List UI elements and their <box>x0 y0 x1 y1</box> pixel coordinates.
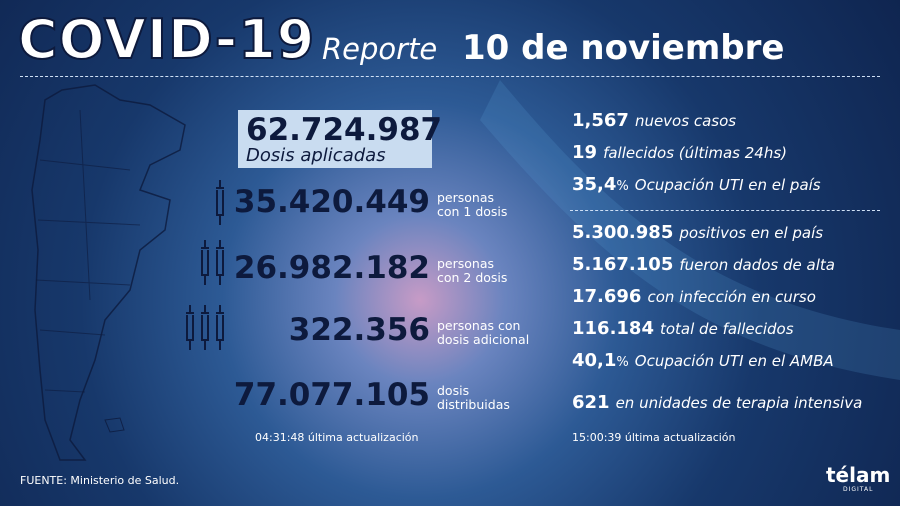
logo: télam <box>826 463 891 487</box>
label: última actualización <box>307 431 419 444</box>
stat-label: nuevos casos <box>634 112 737 130</box>
dose-value: 322.356 <box>288 312 430 348</box>
logo-sub: DIGITAL <box>843 486 874 493</box>
stat-value: 17.696 <box>572 286 642 307</box>
subtitle-date: 10 de noviembre <box>462 28 785 68</box>
stat-label: Ocupación UTI en el país <box>634 176 821 194</box>
map <box>31 84 186 461</box>
stat-row: 5.167.105 fueron dados de alta <box>572 254 835 275</box>
dose-label: personas <box>437 256 495 271</box>
stat-label: fueron dados de alta <box>679 256 835 274</box>
stat-value: 40,1 <box>572 350 617 371</box>
cases-update: 15:00:39 última actualización <box>572 431 736 444</box>
divider <box>570 210 880 211</box>
stat-unit: % <box>616 355 629 370</box>
stat-label: positivos en el país <box>679 224 824 242</box>
stat-value: 5.167.105 <box>572 254 674 275</box>
title: COVID-19 <box>17 7 316 72</box>
dose-label: personas con <box>437 318 521 333</box>
time: 15:00:39 <box>572 431 622 444</box>
subtitle-prefix: Reporte <box>322 32 438 66</box>
time: 04:31:48 <box>255 431 305 444</box>
map-borders <box>35 109 141 393</box>
vax-update: 04:31:48 última actualización <box>255 431 419 444</box>
label: última actualización <box>624 431 736 444</box>
stat-value: 1,567 <box>572 110 629 131</box>
divider <box>20 76 880 77</box>
stat-label: con infección en curso <box>647 288 816 306</box>
source: FUENTE: Ministerio de Salud. <box>20 474 180 487</box>
wave <box>480 80 900 380</box>
stat-row: 5.300.985 positivos en el país <box>572 222 823 243</box>
dose-label: dosis <box>437 383 470 398</box>
stat-value: 621 <box>572 392 610 413</box>
stat-label: total de fallecidos <box>659 320 794 338</box>
total-box: 62.724.987 Dosis aplicadas <box>238 110 442 168</box>
stat-row: 40,1% Ocupación UTI en el AMBA <box>572 350 834 371</box>
stat-row: 19 fallecidos (últimas 24hs) <box>572 142 787 163</box>
stat-label: fallecidos (últimas 24hs) <box>603 144 788 162</box>
stat-value: 5.300.985 <box>572 222 674 243</box>
stat-row: 621 en unidades de terapia intensiva <box>572 392 862 413</box>
dose-label: con 2 dosis <box>437 270 508 285</box>
dose-value: 35.420.449 <box>233 184 430 220</box>
dose-label: distribuidas <box>437 397 510 412</box>
dose-value: 26.982.182 <box>233 250 430 286</box>
stat-row: 116.184 total de fallecidos <box>572 318 794 339</box>
stat-value: 19 <box>572 142 598 163</box>
stat-label: Ocupación UTI en el AMBA <box>634 352 834 370</box>
islands <box>104 417 125 433</box>
total-value: 62.724.987 <box>246 112 443 148</box>
stat-value: 116.184 <box>572 318 654 339</box>
stat-row: 17.696 con infección en curso <box>572 286 816 307</box>
dose-label: personas <box>437 190 495 205</box>
stat-value: 35,4 <box>572 174 617 195</box>
stat-unit: % <box>616 179 629 194</box>
syringe-icons <box>186 180 224 350</box>
stat-row: 35,4% Ocupación UTI en el país <box>572 174 821 195</box>
stat-row: 1,567 nuevos casos <box>572 110 736 131</box>
dose-value: 77.077.105 <box>233 377 430 413</box>
total-label: Dosis aplicadas <box>246 145 386 166</box>
stat-label: en unidades de terapia intensiva <box>615 394 863 412</box>
dose-label: con 1 dosis <box>437 204 508 219</box>
dose-label: dosis adicional <box>437 332 530 347</box>
